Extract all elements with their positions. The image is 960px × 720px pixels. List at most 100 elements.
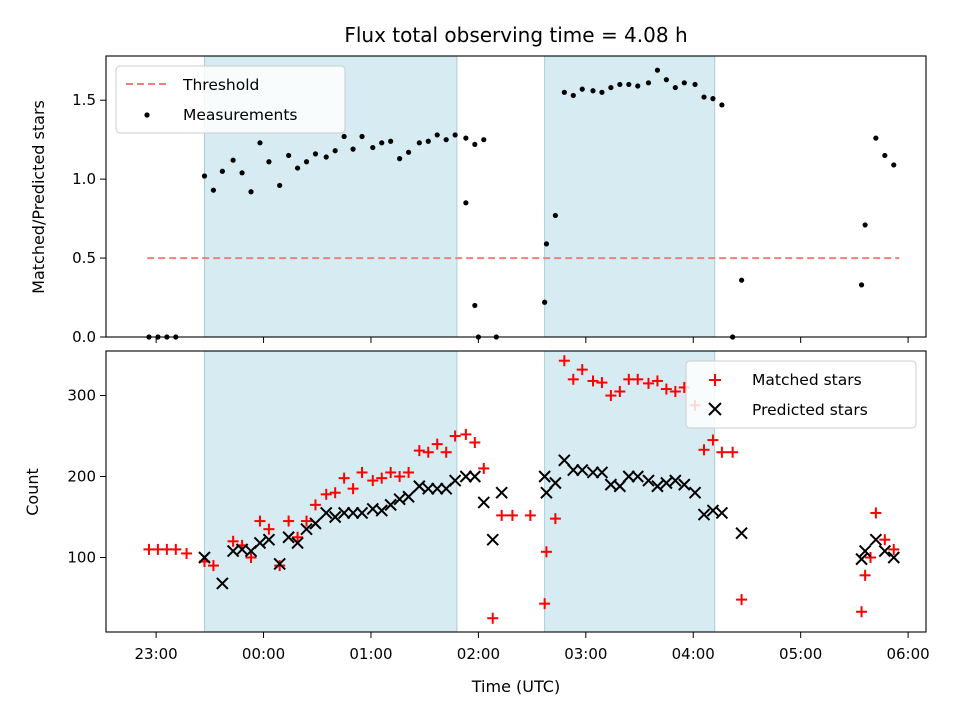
measurement-point — [672, 84, 678, 91]
measurement-point — [312, 151, 319, 157]
predicted-star-stroke-b — [540, 486, 553, 499]
predicted-star-stroke-b — [355, 506, 369, 520]
predicted-star-point — [355, 506, 369, 520]
y-tick-label: 300 — [67, 387, 96, 405]
predicted-star-stroke-b — [226, 544, 240, 558]
matched-star-point — [181, 547, 193, 559]
measurement-point — [248, 189, 254, 195]
predicted-star-stroke-b — [642, 474, 655, 487]
predicted-star-point — [697, 508, 711, 521]
matched-star-point — [888, 543, 900, 555]
predicted-star-stroke-b — [858, 544, 872, 558]
matched-star-point — [449, 430, 461, 442]
measurement-point — [590, 88, 596, 94]
predicted-star-point — [855, 552, 868, 566]
measurement-point — [201, 173, 208, 179]
matched-star-point — [539, 598, 551, 610]
matched-star-point — [859, 569, 871, 581]
predicted-star-point — [468, 470, 482, 483]
predicted-star-stroke-b — [697, 508, 711, 521]
measurement-point — [873, 135, 879, 141]
matched-star-point — [736, 594, 748, 606]
measurement-point — [719, 102, 725, 108]
measurement-point — [882, 152, 888, 159]
bottom-x-ticks: 23:00 00:00 01:00 02:00 03:00 04:00 05:00 06:00 — [135, 632, 930, 663]
matched-star-point — [558, 355, 570, 367]
matched-star-point — [460, 428, 472, 440]
legend-matched-swatch — [709, 374, 721, 386]
measurement-point — [570, 92, 576, 99]
predicted-star-point — [622, 470, 636, 483]
predicted-star-stroke-b — [384, 498, 397, 512]
y-tick-label: 1.0 — [72, 170, 96, 188]
measurement-point — [862, 222, 868, 228]
predicted-star-stroke-b — [595, 466, 609, 479]
measurement-point — [239, 170, 245, 176]
predicted-star-point — [198, 551, 211, 564]
matched-star-point — [707, 434, 719, 446]
matched-star-point — [576, 364, 588, 376]
matched-star-point — [263, 523, 275, 535]
predicted-star-point — [642, 474, 655, 487]
measurement-point — [617, 81, 623, 88]
predicted-star-stroke-b — [402, 490, 415, 503]
bottom-plot-frame — [105, 350, 927, 633]
matched-star-point — [301, 515, 313, 527]
predicted-star-point — [878, 544, 892, 558]
predicted-star-stroke-b — [413, 480, 426, 493]
predicted-star-point — [869, 533, 883, 546]
predicted-star-point — [393, 492, 406, 506]
measurement-point — [286, 152, 292, 159]
predicted-star-stroke-b — [549, 476, 562, 490]
matched-star-point — [596, 377, 608, 389]
predicted-star-point — [706, 504, 720, 517]
measurement-point — [359, 133, 365, 140]
matched-star-point — [864, 551, 876, 563]
measurement-point — [416, 140, 422, 146]
matched-star-point — [320, 488, 332, 500]
predicted-star-stroke-b — [320, 506, 333, 520]
x-tick-label: 02:00 — [457, 645, 500, 663]
matched-star-point — [632, 373, 644, 385]
matched-star-point — [870, 507, 882, 519]
measurement-point — [210, 187, 217, 193]
measurement-point — [738, 277, 745, 283]
predicted-star-stroke-b — [495, 486, 508, 499]
measurement-point — [397, 156, 403, 162]
predicted-star-point — [262, 533, 276, 546]
measurement-point — [635, 83, 641, 89]
measurement-point — [257, 140, 263, 146]
predicted-star-point — [586, 466, 600, 479]
predicted-star-stroke-b — [735, 526, 748, 540]
predicted-star-point — [688, 486, 702, 499]
measurement-point — [579, 86, 585, 92]
matched-star-point — [506, 509, 518, 521]
matched-star-point — [669, 385, 681, 397]
bottom-panel: 100 200 300 23:00 00:00 01:00 02:00 03:00 04:00… — [23, 350, 930, 696]
predicted-star-stroke-b — [688, 486, 702, 499]
bottom-y-axis-label: Count — [23, 468, 42, 516]
predicted-star-point — [448, 474, 462, 487]
y-tick-label: 200 — [67, 468, 96, 486]
measurement-point — [542, 299, 548, 305]
measurement-point — [472, 141, 478, 148]
matched-star-point — [245, 551, 257, 563]
predicted-star-stroke-b — [300, 522, 313, 536]
legend-measurements-swatch — [144, 112, 150, 118]
measurement-point — [543, 241, 550, 247]
measurement-point — [599, 89, 605, 95]
predicted-star-point — [576, 463, 589, 477]
x-tick-label: 00:00 — [242, 645, 285, 663]
matched-star-point — [338, 472, 350, 484]
measurement-point — [379, 140, 385, 146]
predicted-star-point — [678, 478, 691, 491]
predicted-star-point — [375, 504, 388, 517]
predicted-star-stroke-b — [375, 504, 388, 517]
matched-star-point — [469, 437, 481, 449]
measurement-point — [341, 133, 347, 140]
chart-title: Flux total observing time = 4.08 h — [344, 23, 687, 47]
measurement-point — [552, 212, 558, 219]
matched-star-point — [478, 462, 490, 474]
matched-star-point — [651, 375, 663, 387]
matched-star-point — [727, 446, 739, 458]
